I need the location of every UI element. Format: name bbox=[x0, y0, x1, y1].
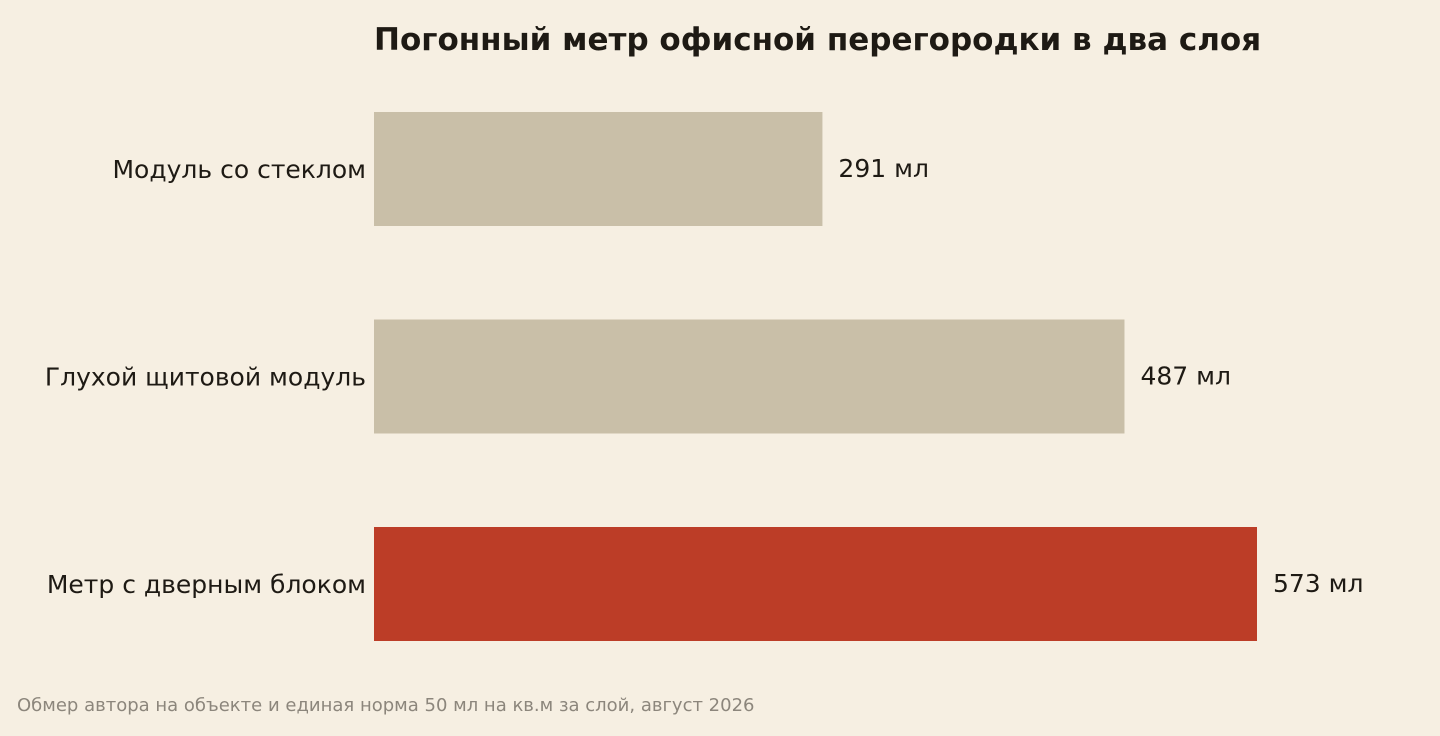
bars-layer: Модуль со стеклом 291 мл Глухой щитовой мо… bbox=[45, 112, 1364, 641]
bar-1 bbox=[374, 112, 823, 226]
value-label-1: 291 мл bbox=[838, 154, 929, 183]
category-label-2: Глухой щитовой модуль bbox=[45, 363, 366, 392]
category-label-1: Модуль со стеклом bbox=[112, 155, 366, 184]
source-note: Обмер автора на объекте и единая норма 5… bbox=[17, 695, 755, 716]
bar-3 bbox=[374, 527, 1257, 641]
chart-title: Погонный метр офисной перегородки в два … bbox=[374, 22, 1261, 58]
value-label-3: 573 мл bbox=[1273, 569, 1364, 598]
value-label-2: 487 мл bbox=[1140, 362, 1231, 391]
bar-2 bbox=[374, 319, 1125, 434]
category-label-3: Метр с дверным блоком bbox=[47, 570, 366, 599]
